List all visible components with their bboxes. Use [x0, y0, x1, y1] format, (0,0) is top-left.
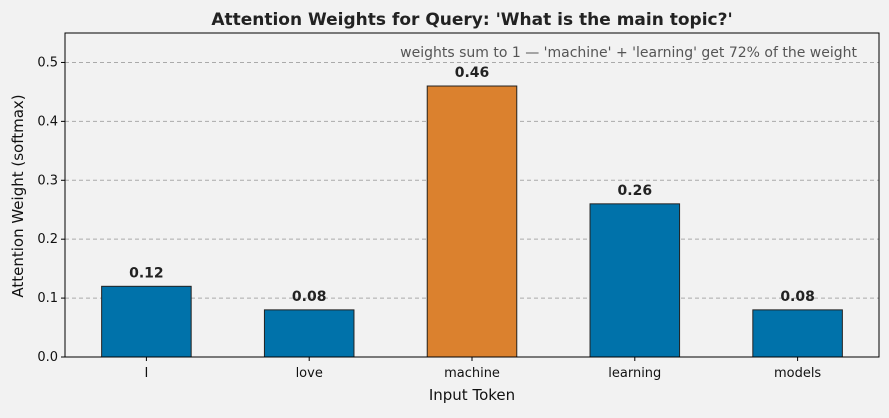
bar-I	[101, 285, 192, 358]
y-tick-label: 0.3	[37, 173, 58, 188]
data-label: 0.12	[129, 265, 164, 281]
data-label: 0.26	[618, 183, 653, 199]
y-tick-label: 0.0	[37, 350, 58, 365]
y-tick-label: 0.2	[37, 232, 58, 247]
y-axis-ticks: 0.0 0.1 0.2 0.3 0.4 0.5	[37, 55, 65, 365]
bar-models	[752, 309, 843, 358]
bar-machine	[426, 85, 518, 358]
x-tick-label: machine	[444, 366, 500, 381]
y-axis-label: Attention Weight (softmax)	[9, 94, 27, 297]
x-tick-label: love	[296, 366, 323, 381]
chart-annotation: weights sum to 1 — 'machine' + 'learning…	[400, 45, 857, 61]
data-labels: 0.12 0.08 0.46 0.26 0.08	[129, 65, 815, 305]
y-tick-label: 0.1	[37, 291, 58, 306]
data-label: 0.46	[455, 65, 490, 81]
bar-love	[263, 309, 355, 358]
x-axis-label: Input Token	[429, 386, 515, 404]
y-tick-label: 0.5	[37, 55, 58, 70]
bars-layer	[101, 85, 843, 358]
chart-title: Attention Weights for Query: 'What is th…	[211, 10, 732, 30]
x-tick-label: I	[144, 366, 148, 381]
x-tick-label: models	[774, 366, 821, 381]
y-tick-label: 0.4	[37, 114, 58, 129]
bar-learning	[589, 203, 681, 358]
x-tick-label: learning	[608, 366, 661, 381]
data-label: 0.08	[780, 289, 815, 305]
data-label: 0.08	[292, 289, 327, 305]
